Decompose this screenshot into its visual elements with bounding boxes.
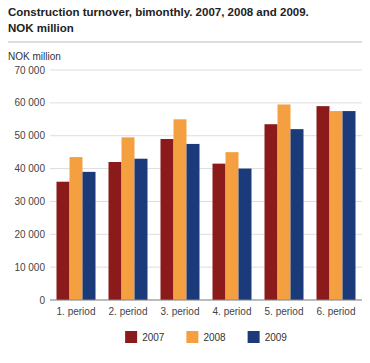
subtitle: NOK million xyxy=(8,22,74,34)
y-axis: 0 10 000 20 000 30 000 40 000 50 000 60 000 70 … xyxy=(14,65,362,306)
grid-line xyxy=(50,102,362,103)
x-tick-label: 1. period xyxy=(57,306,96,317)
bar xyxy=(187,144,200,300)
legend-item: 2007 xyxy=(125,331,165,343)
bar xyxy=(239,169,252,300)
y-tick-label: 10 000 xyxy=(14,262,45,273)
y-tick-label: 60 000 xyxy=(14,97,45,108)
bar xyxy=(83,172,96,300)
legend-item: 2009 xyxy=(248,331,288,343)
y-tick-label: 50 000 xyxy=(14,130,45,141)
legend-label: 2007 xyxy=(142,332,165,343)
legend-swatch xyxy=(186,331,198,343)
bar xyxy=(174,119,187,300)
x-tick-label: 4. period xyxy=(213,306,252,317)
legend-label: 2009 xyxy=(265,332,288,343)
y-tick-label: 0 xyxy=(39,295,45,306)
y-axis-label: NOK million xyxy=(8,51,61,62)
bar xyxy=(70,157,83,300)
y-tick-label: 40 000 xyxy=(14,163,45,174)
bar xyxy=(109,162,122,300)
grid-line xyxy=(50,234,362,235)
x-axis-line xyxy=(50,300,362,301)
bar xyxy=(213,164,226,300)
chart: Construction turnover, bimonthly. 2007, … xyxy=(0,0,370,363)
legend-label: 2008 xyxy=(203,332,226,343)
bar xyxy=(343,111,356,300)
bar xyxy=(135,159,148,300)
grid-line xyxy=(50,201,362,202)
x-axis: 1. period 2. period 3. period 4. period 5. p… xyxy=(57,306,356,317)
bar xyxy=(330,111,343,300)
bar xyxy=(122,137,135,300)
bar xyxy=(161,139,174,300)
grid-line xyxy=(50,168,362,169)
separator xyxy=(8,42,362,43)
legend-item: 2008 xyxy=(186,331,226,343)
bar xyxy=(278,105,291,301)
y-tick-label: 30 000 xyxy=(14,196,45,207)
x-tick-label: 5. period xyxy=(265,306,304,317)
bar xyxy=(317,106,330,300)
x-tick-label: 6. period xyxy=(317,306,356,317)
bar xyxy=(291,129,304,300)
grid-line xyxy=(50,135,362,136)
x-tick-label: 2. period xyxy=(109,306,148,317)
grid-line xyxy=(50,267,362,268)
y-tick-label: 70 000 xyxy=(14,65,45,76)
title: Construction turnover, bimonthly. 2007, … xyxy=(8,6,309,18)
legend-swatch xyxy=(125,331,137,343)
grid-line xyxy=(50,300,362,301)
legend: 2007 2008 2009 xyxy=(125,331,287,343)
bar xyxy=(57,182,70,300)
legend-swatch xyxy=(248,331,260,343)
grid-line xyxy=(50,70,362,71)
y-tick-label: 20 000 xyxy=(14,229,45,240)
bars xyxy=(57,105,356,301)
bar xyxy=(226,152,239,300)
bar xyxy=(265,124,278,300)
x-tick-label: 3. period xyxy=(161,306,200,317)
